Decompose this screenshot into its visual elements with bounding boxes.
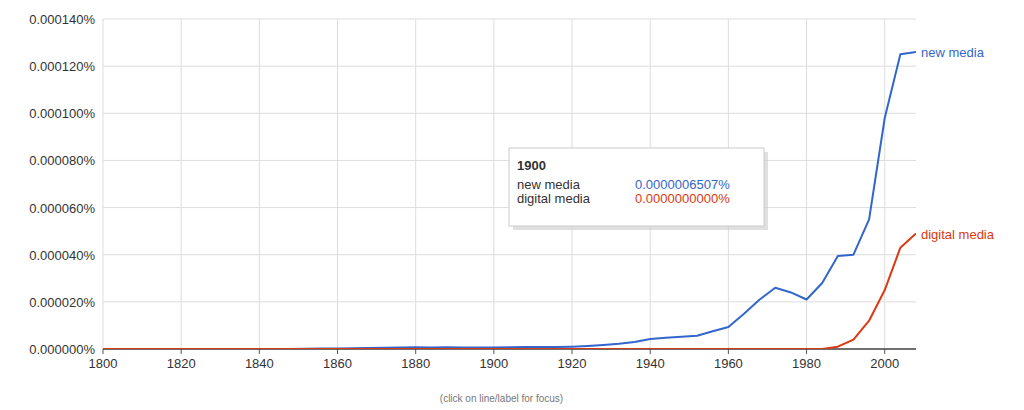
y-grid-line	[103, 19, 916, 20]
tooltip-series-name: new media	[517, 177, 581, 192]
tooltip: 1900 new media 0.0000006507% digital media 0…	[509, 148, 768, 230]
x-grid-line	[493, 19, 494, 349]
series-label: digital media	[921, 227, 995, 242]
x-tick-label: 1900	[479, 356, 508, 371]
x-grid-line	[415, 19, 416, 349]
x-tick-label: 1920	[558, 356, 587, 371]
x-tick-label: 1940	[636, 356, 665, 371]
series-line	[103, 52, 916, 349]
x-grid-line	[259, 19, 260, 349]
y-tick-label: 0.000140%	[29, 12, 95, 27]
tooltip-box	[509, 148, 764, 226]
y-grid-line	[103, 113, 916, 114]
y-grid-line	[103, 254, 916, 255]
y-grid-line	[103, 301, 916, 302]
y-tick-label: 0.000060%	[29, 201, 95, 216]
x-tick-label: 2000	[870, 356, 899, 371]
x-grid-line	[103, 19, 104, 349]
grid	[103, 19, 916, 349]
tooltip-value: 0.0000006507%	[635, 177, 730, 192]
y-tick-label: 0.000080%	[29, 153, 95, 168]
x-tick-label: 1960	[714, 356, 743, 371]
x-tick-label: 1800	[89, 356, 118, 371]
y-grid-line	[103, 66, 916, 67]
lines	[103, 52, 916, 349]
y-tick-label: 0.000100%	[29, 106, 95, 121]
note: (click on line/label for focus)	[440, 393, 563, 404]
y-tick-label: 0.000000%	[29, 342, 95, 357]
tooltip-value: 0.0000000000%	[635, 191, 730, 206]
x-tick-label: 1980	[792, 356, 821, 371]
x-tick-label: 1820	[167, 356, 196, 371]
y-tick-label: 0.000120%	[29, 59, 95, 74]
series-label: new media	[921, 45, 985, 60]
y-tick-label: 0.000020%	[29, 295, 95, 310]
x-grid-line	[337, 19, 338, 349]
chart: 0.000000% 0.000020% 0.000040% 0.000060% 0.00…	[0, 0, 1024, 410]
tooltip-series-name: digital media	[517, 191, 591, 206]
tooltip-title: 1900	[517, 158, 546, 173]
x-grid-line	[181, 19, 182, 349]
x-grid-line	[884, 19, 885, 349]
series-line	[103, 234, 916, 350]
x-tick-label: 1840	[245, 356, 274, 371]
y-tick-label: 0.000040%	[29, 248, 95, 263]
x-tick-label: 1880	[401, 356, 430, 371]
x-tick-label: 1860	[323, 356, 352, 371]
